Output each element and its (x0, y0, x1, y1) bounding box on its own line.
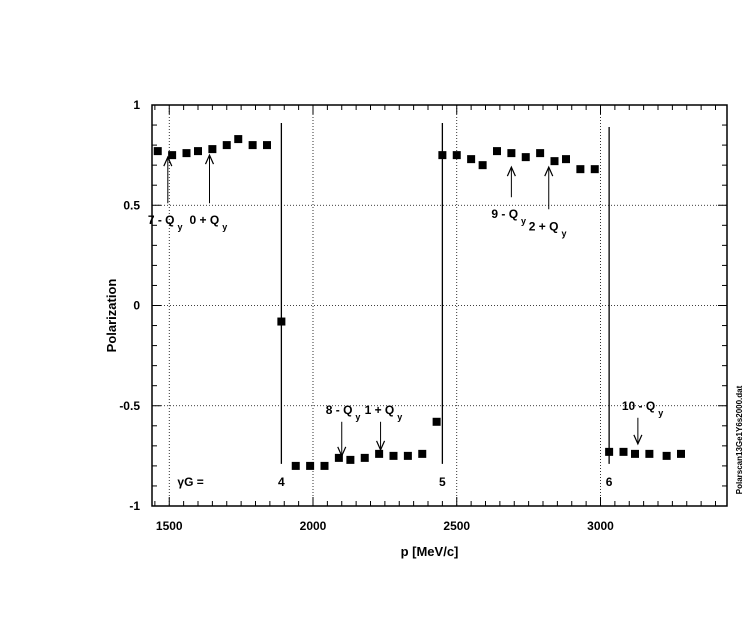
gamma-label: 4 (278, 475, 285, 489)
data-point (375, 449, 384, 458)
y-tick-label: 0.5 (123, 198, 140, 212)
data-points (153, 135, 685, 470)
data-point (645, 449, 654, 458)
data-point (536, 149, 545, 158)
data-point (452, 151, 461, 160)
resonance-label: 9 - Q (491, 207, 518, 221)
data-point (291, 461, 300, 470)
data-point (222, 141, 231, 150)
data-point (550, 157, 559, 166)
gamma-label: 6 (606, 475, 613, 489)
arrow-head (544, 165, 554, 177)
data-point (277, 317, 286, 326)
gamma-label: 5 (439, 475, 446, 489)
data-point (662, 451, 671, 460)
y-tick-label: -0.5 (119, 399, 140, 413)
data-point (248, 141, 257, 150)
arrow-head (376, 440, 386, 452)
plot-frame (151, 104, 728, 507)
grid (152, 105, 727, 506)
resonance-sub: y (355, 412, 360, 422)
data-point (562, 155, 570, 164)
arrow-head (506, 165, 516, 177)
resonance-sub: y (177, 222, 182, 232)
gamma-g-label: γG = (177, 475, 203, 489)
data-point (576, 165, 585, 174)
data-point (432, 417, 441, 426)
x-tick-label: 3000 (587, 519, 614, 533)
arrow-head (163, 155, 173, 167)
data-point (467, 155, 476, 164)
data-point (234, 135, 243, 144)
data-point (320, 461, 329, 470)
resonance-sub: y (521, 216, 526, 226)
resonance-label: 7 - Q (148, 213, 175, 227)
y-tick-label: 1 (133, 98, 140, 112)
data-point (478, 161, 487, 170)
data-point (306, 461, 315, 470)
y-tick-label: 0 (133, 299, 140, 313)
data-point (360, 453, 369, 462)
data-point (403, 451, 412, 460)
resonance-label: 2 + Q (529, 219, 559, 233)
data-point (208, 145, 217, 154)
resonance-label: 10 - Q (622, 399, 655, 413)
resonance-label: 0 + Q (190, 213, 220, 227)
data-point (182, 149, 191, 158)
chart-labels: 1500 2000 2500 3000 1 0.5 0 -0.5 -1 p [MeV/c] Pola… (104, 98, 744, 559)
arrow-head (204, 153, 215, 165)
data-point (677, 449, 685, 458)
x-tick-label: 1500 (156, 519, 183, 533)
data-point (590, 165, 599, 174)
x-tick-label: 2000 (300, 519, 327, 533)
plot-border (151, 104, 728, 507)
x-tick-label: 2500 (443, 519, 470, 533)
data-point (507, 149, 516, 158)
data-point (418, 449, 427, 458)
data-point (438, 151, 447, 160)
side-note: Polarscan13Ge1Y6s2000.dat (735, 385, 744, 494)
data-point (168, 151, 177, 160)
data-point (153, 147, 162, 156)
data-point (389, 451, 398, 460)
resonance-sub: y (561, 228, 566, 238)
arrow-head (633, 434, 643, 446)
resonance-sub: y (222, 222, 227, 232)
resonance-sub: y (397, 412, 402, 422)
resonance-label: 8 - Q (326, 403, 353, 417)
data-point (521, 153, 530, 162)
x-axis-label: p [MeV/c] (401, 544, 459, 559)
y-axis-label: Polarization (104, 279, 119, 353)
data-point (194, 147, 202, 156)
data-point (493, 147, 501, 156)
annotation-arrows (163, 153, 643, 458)
data-point (619, 447, 628, 456)
gamma-g-lines (280, 123, 610, 464)
data-point (263, 141, 271, 150)
data-point (334, 453, 343, 462)
resonance-label: 1 + Q (365, 403, 395, 417)
data-point (605, 447, 614, 456)
y-tick-label: -1 (129, 499, 140, 513)
data-point (346, 455, 355, 464)
data-point (631, 449, 639, 458)
resonance-sub: y (658, 408, 663, 418)
